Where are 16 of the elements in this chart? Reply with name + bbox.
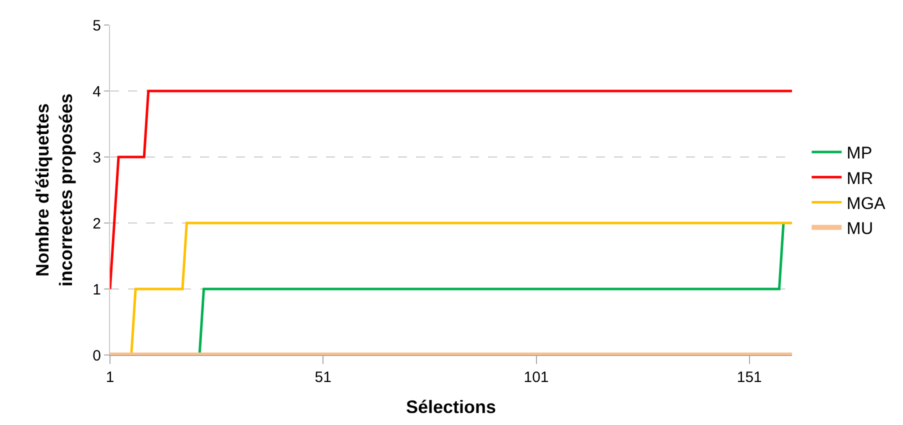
legend-label: MGA	[846, 194, 886, 213]
y-tick-label: 0	[92, 347, 101, 364]
y-tick-label: 4	[92, 83, 101, 100]
y-tick-label: 5	[92, 17, 101, 34]
y-tick-label: 2	[92, 215, 101, 232]
x-tick-label: 1	[106, 369, 114, 386]
x-tick-label: 151	[736, 369, 762, 386]
x-axis-title: Sélections	[406, 397, 496, 418]
legend-label: MP	[846, 144, 872, 163]
x-tick-label: 101	[524, 369, 549, 386]
x-tick-label: 51	[314, 369, 332, 386]
legend-label: MU	[846, 218, 874, 238]
y-tick-label: 3	[92, 149, 101, 166]
legend-label: MR	[846, 168, 874, 188]
y-axis-title: Nombre d'étiquettes incorrectes proposées	[32, 93, 76, 287]
y-tick-label: 1	[92, 281, 101, 298]
